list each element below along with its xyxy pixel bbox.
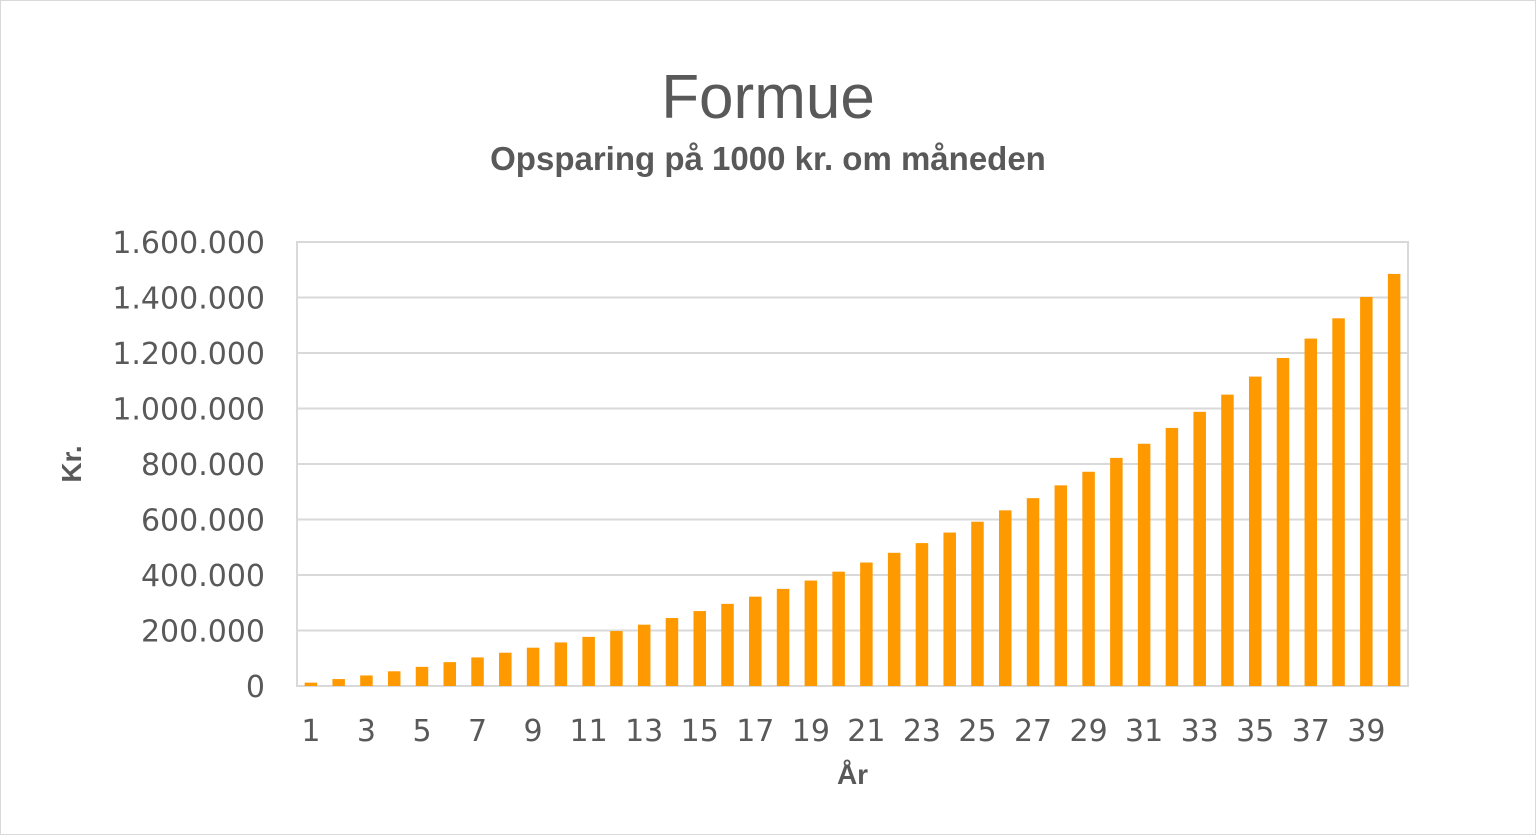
bar-year-11 xyxy=(582,636,595,686)
bar-year-14 xyxy=(665,618,679,686)
bar-year-27 xyxy=(1026,498,1040,686)
bar-year-22 xyxy=(887,552,901,686)
y-tick-label: 1.600.000 xyxy=(112,226,265,261)
bar-year-40 xyxy=(1387,273,1401,686)
x-tick-label: 33 xyxy=(1181,714,1219,749)
gridlines xyxy=(297,296,1408,632)
bar-year-15 xyxy=(693,611,706,686)
y-tick-label: 1.200.000 xyxy=(112,337,265,372)
x-tick-label: 31 xyxy=(1125,714,1163,749)
bar-year-17 xyxy=(749,596,762,686)
bar-year-18 xyxy=(776,588,790,686)
bar-year-38 xyxy=(1332,318,1345,686)
x-tick-label: 27 xyxy=(1014,714,1052,749)
chart-title: Formue xyxy=(661,63,875,132)
bar-year-12 xyxy=(610,631,623,686)
bar-year-33 xyxy=(1193,411,1206,686)
bar-year-21 xyxy=(860,562,873,686)
bar-year-5 xyxy=(415,666,429,686)
bar-year-36 xyxy=(1276,357,1290,686)
x-tick-label: 1 xyxy=(301,714,320,749)
bar-year-1 xyxy=(304,682,318,686)
bar-year-19 xyxy=(804,580,818,686)
x-tick-label: 29 xyxy=(1069,714,1107,749)
bar-year-28 xyxy=(1054,485,1068,686)
bar-year-37 xyxy=(1304,338,1318,686)
bar-year-24 xyxy=(943,532,956,686)
x-tick-label: 17 xyxy=(736,714,774,749)
x-tick-label: 15 xyxy=(681,714,719,749)
bar-year-4 xyxy=(387,671,401,686)
bar-year-10 xyxy=(554,642,568,686)
x-tick-label: 5 xyxy=(412,714,431,749)
bar-year-29 xyxy=(1082,471,1095,686)
x-tick-label: 9 xyxy=(524,714,543,749)
y-tick-label: 600.000 xyxy=(141,504,265,539)
x-axis-ticks: 1 3 5 7 9 11 13 15 17 19 21 23 25 27 29 31 33 35 37 39 xyxy=(301,714,1385,749)
plot-area xyxy=(296,241,1409,687)
x-axis-title: År xyxy=(837,759,868,790)
y-tick-label: 400.000 xyxy=(141,559,265,594)
bar-year-30 xyxy=(1110,457,1123,686)
x-tick-label: 3 xyxy=(357,714,376,749)
x-tick-label: 21 xyxy=(847,714,885,749)
x-tick-label: 19 xyxy=(792,714,830,749)
bars xyxy=(304,273,1401,686)
bar-year-3 xyxy=(360,675,373,686)
y-tick-label: 800.000 xyxy=(141,448,265,483)
x-tick-label: 7 xyxy=(468,714,487,749)
bar-year-16 xyxy=(721,603,734,686)
bar-year-34 xyxy=(1221,394,1234,686)
bar-year-26 xyxy=(999,510,1012,686)
bar-year-9 xyxy=(526,647,540,686)
bar-year-35 xyxy=(1248,376,1262,686)
bar-year-13 xyxy=(637,624,651,686)
bar-year-20 xyxy=(832,571,845,686)
y-tick-label: 200.000 xyxy=(141,615,265,650)
y-axis-ticks: 0 200.000 400.000 600.000 800.000 1.000.000 1.… xyxy=(112,226,265,705)
bar-year-32 xyxy=(1165,427,1179,686)
x-tick-label: 39 xyxy=(1347,714,1385,749)
bar-year-31 xyxy=(1137,443,1151,686)
y-axis-title: Kr. xyxy=(56,445,87,482)
bar-year-25 xyxy=(971,521,984,686)
chart-subtitle: Opsparing på 1000 kr. om måneden xyxy=(490,140,1046,177)
x-tick-label: 13 xyxy=(625,714,663,749)
bar-year-2 xyxy=(332,679,345,686)
x-tick-label: 37 xyxy=(1292,714,1330,749)
y-tick-label: 1.400.000 xyxy=(112,282,265,317)
bar-year-39 xyxy=(1360,296,1373,686)
x-tick-label: 11 xyxy=(570,714,608,749)
bar-year-7 xyxy=(471,657,484,686)
bar-year-8 xyxy=(499,652,512,686)
y-tick-label: 1.000.000 xyxy=(112,393,265,428)
x-tick-label: 23 xyxy=(903,714,941,749)
y-tick-label: 0 xyxy=(246,670,265,705)
bar-year-23 xyxy=(915,543,929,686)
x-tick-label: 25 xyxy=(958,714,996,749)
bar-year-6 xyxy=(443,662,457,686)
x-tick-label: 35 xyxy=(1236,714,1274,749)
